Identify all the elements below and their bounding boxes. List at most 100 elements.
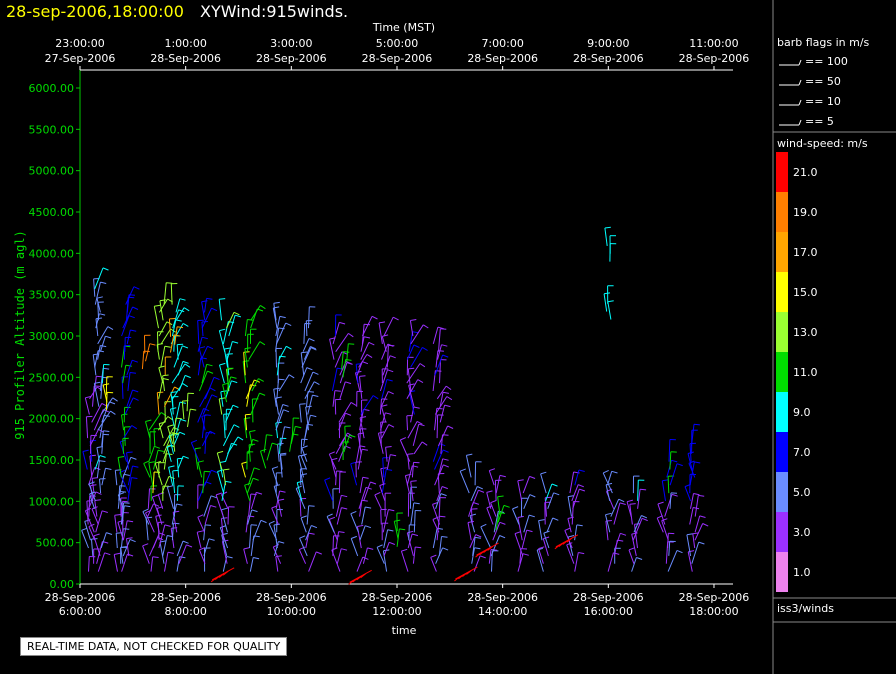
wind-barb-flag (578, 484, 584, 488)
wind-barb-flag (282, 404, 289, 407)
wind-barb-flag (222, 570, 229, 576)
wind-barb (221, 534, 228, 557)
wind-barb-flag (94, 381, 101, 384)
wind-barb (145, 517, 149, 541)
wind-barb (338, 402, 352, 423)
wind-barb (492, 522, 501, 541)
wind-barb (172, 309, 179, 329)
wind-barb-flag (209, 387, 216, 392)
wind-barb (248, 341, 261, 360)
wind-barb (359, 376, 363, 399)
wind-barb-flag (258, 378, 264, 382)
wind-barb-flag (348, 332, 354, 338)
wind-barb (168, 318, 172, 337)
wind-barb (430, 557, 437, 572)
wind-barb (359, 525, 366, 541)
wind-barb-flag (381, 404, 388, 407)
wind-barb (517, 553, 524, 572)
wind-barb (517, 480, 523, 501)
wind-barb (197, 462, 203, 478)
wind-barb (542, 538, 549, 557)
wind-barb-flag (387, 369, 394, 373)
wind-barb (437, 425, 449, 447)
wind-barb-flag (432, 501, 439, 505)
wind-barb-flag (326, 513, 333, 517)
wind-barb (86, 500, 89, 525)
wind-barb-flag (130, 456, 137, 460)
wind-barb (334, 351, 343, 368)
wind-barb-flag (529, 494, 536, 498)
speed-label: 21.0 (793, 166, 818, 179)
wind-barb-flag (206, 363, 213, 367)
wind-barb-flag (248, 515, 255, 518)
wind-barb-flag (102, 376, 109, 379)
wind-barbs (81, 226, 709, 585)
wind-barb (380, 509, 382, 525)
wind-barb-flag (553, 492, 560, 496)
wind-barb-flag (477, 486, 483, 490)
wind-barb-flag (442, 391, 449, 394)
wind-barb-flag (671, 493, 678, 497)
y-tick-label: 4500.00 (29, 206, 75, 219)
wind-barb (603, 293, 608, 312)
wind-barb-flag (387, 529, 394, 532)
wind-barb (607, 471, 613, 486)
wind-barb (198, 370, 208, 392)
x-tick-time: 14:00:00 (478, 605, 527, 618)
wind-barb (439, 359, 441, 384)
wind-barb-flag (105, 467, 112, 470)
wind-barb-flag (107, 326, 114, 331)
wind-barb (473, 555, 481, 572)
wind-barb-flag (278, 378, 285, 381)
wind-barb-flag (283, 409, 290, 413)
wind-barb (350, 538, 359, 557)
top-tick-time: 7:00:00 (481, 37, 523, 50)
wind-barb-flag (360, 416, 367, 419)
wind-barb-flag (676, 463, 683, 467)
wind-barb-flag (334, 390, 341, 392)
wind-barb-flag (232, 341, 239, 344)
wind-barb-flag (126, 537, 133, 540)
wind-barb (170, 392, 174, 407)
wind-barb-flag (380, 467, 387, 470)
wind-barb-flag (182, 540, 189, 544)
wind-barb (574, 552, 579, 572)
wind-barb (381, 343, 389, 360)
wind-barb-flag (349, 434, 356, 438)
wind-barb (358, 487, 367, 509)
wind-barb-flag (628, 547, 635, 551)
wind-barb-flag (641, 515, 648, 519)
wind-barb-flag (256, 491, 263, 495)
wind-barb-flag (162, 374, 169, 377)
wind-barb (168, 467, 174, 486)
wind-barb (661, 520, 669, 541)
wind-barb (241, 463, 246, 478)
wind-barb-flag (182, 360, 189, 364)
wind-barb (569, 471, 575, 494)
wind-barb (94, 500, 98, 517)
wind-barb (126, 360, 133, 376)
wind-barb (689, 461, 695, 486)
wind-barb (385, 447, 388, 462)
wind-barb-flag (640, 488, 647, 491)
speed-label: 9.0 (793, 406, 811, 419)
wind-barb (145, 421, 151, 439)
wind-barb-flag (370, 481, 377, 485)
wind-barb-flag (364, 323, 371, 326)
wind-barb (120, 501, 123, 517)
wind-barb-flag (273, 387, 280, 390)
wind-barb (97, 302, 100, 321)
wind-barb (296, 482, 303, 502)
wind-barb-flag (351, 535, 357, 539)
wind-barb (467, 522, 472, 541)
wind-barb-flag (146, 516, 153, 519)
wind-barb (175, 298, 181, 313)
wind-barb (291, 417, 294, 437)
wind-barb (383, 542, 390, 557)
y-tick-label: 4000.00 (29, 247, 75, 260)
wind-barb (300, 517, 307, 533)
x-tick-time: 10:00:00 (267, 605, 316, 618)
wind-barb (222, 424, 235, 447)
wind-barb-flag (387, 343, 394, 347)
wind-barb (434, 449, 444, 470)
